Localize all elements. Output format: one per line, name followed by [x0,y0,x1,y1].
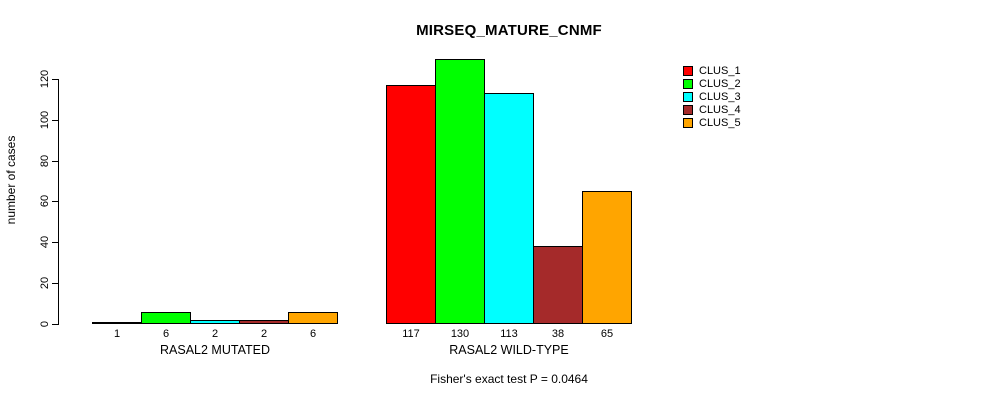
y-tick-label: 100 [39,110,51,130]
bar-value-label: 2 [260,328,268,340]
bar-clus_2 [435,59,485,324]
y-tick [52,120,59,121]
legend-label: CLUS_5 [699,116,741,129]
bar-clus_2 [141,312,191,324]
bar-clus_1 [386,85,436,324]
legend-swatch [683,117,693,128]
legend-label: CLUS_3 [699,90,741,103]
bar-value-label: 117 [402,328,420,340]
y-tick-label: 0 [39,320,51,328]
legend-swatch [683,91,693,102]
y-tick [52,79,59,80]
bar-value-label: 6 [162,328,170,340]
bar-value-label: 130 [450,328,470,340]
legend-swatch [683,104,693,115]
bar-clus_3 [190,320,240,324]
bar-value-label: 65 [600,328,614,340]
bar-clus_5 [582,191,632,324]
y-tick-label: 60 [39,194,51,208]
legend-item-clus_1: CLUS_1 [683,64,741,77]
y-tick-label: 20 [39,276,51,290]
bar-value-label: 38 [551,328,565,340]
legend-swatch [683,65,693,76]
bar-clus_3 [484,93,534,324]
bar-clus_5 [288,312,338,324]
legend-swatch [683,78,693,89]
legend-label: CLUS_2 [699,77,741,90]
chart-title: MIRSEQ_MATURE_CNMF [416,22,602,39]
group-label: RASAL2 MUTATED [160,343,270,357]
y-tick-label: 120 [39,69,51,89]
y-tick-label: 40 [39,235,51,249]
bar-clus_4 [533,246,583,324]
y-tick [52,324,59,325]
legend-item-clus_4: CLUS_4 [683,103,741,116]
bar-value-label: 2 [211,328,219,340]
legend-item-clus_2: CLUS_2 [683,77,741,90]
y-tick-label: 80 [39,154,51,168]
y-axis-label: number of cases [4,135,18,225]
y-axis-line [58,79,59,325]
bar-clus_4 [239,320,289,324]
bar-clus_1 [92,322,142,324]
legend-item-clus_3: CLUS_3 [683,90,741,103]
y-tick [52,283,59,284]
y-tick [52,201,59,202]
legend: CLUS_1 CLUS_2 CLUS_3 CLUS_4 CLUS_5 [683,64,741,129]
bar-value-label: 1 [113,328,121,340]
legend-label: CLUS_1 [699,64,741,77]
legend-label: CLUS_4 [699,103,741,116]
bar-value-label: 113 [500,328,518,340]
bar-value-label: 6 [309,328,317,340]
y-tick [52,242,59,243]
footer-note: Fisher's exact test P = 0.0464 [430,372,588,386]
legend-item-clus_5: CLUS_5 [683,116,741,129]
group-label: RASAL2 WILD-TYPE [449,343,569,357]
y-tick [52,161,59,162]
